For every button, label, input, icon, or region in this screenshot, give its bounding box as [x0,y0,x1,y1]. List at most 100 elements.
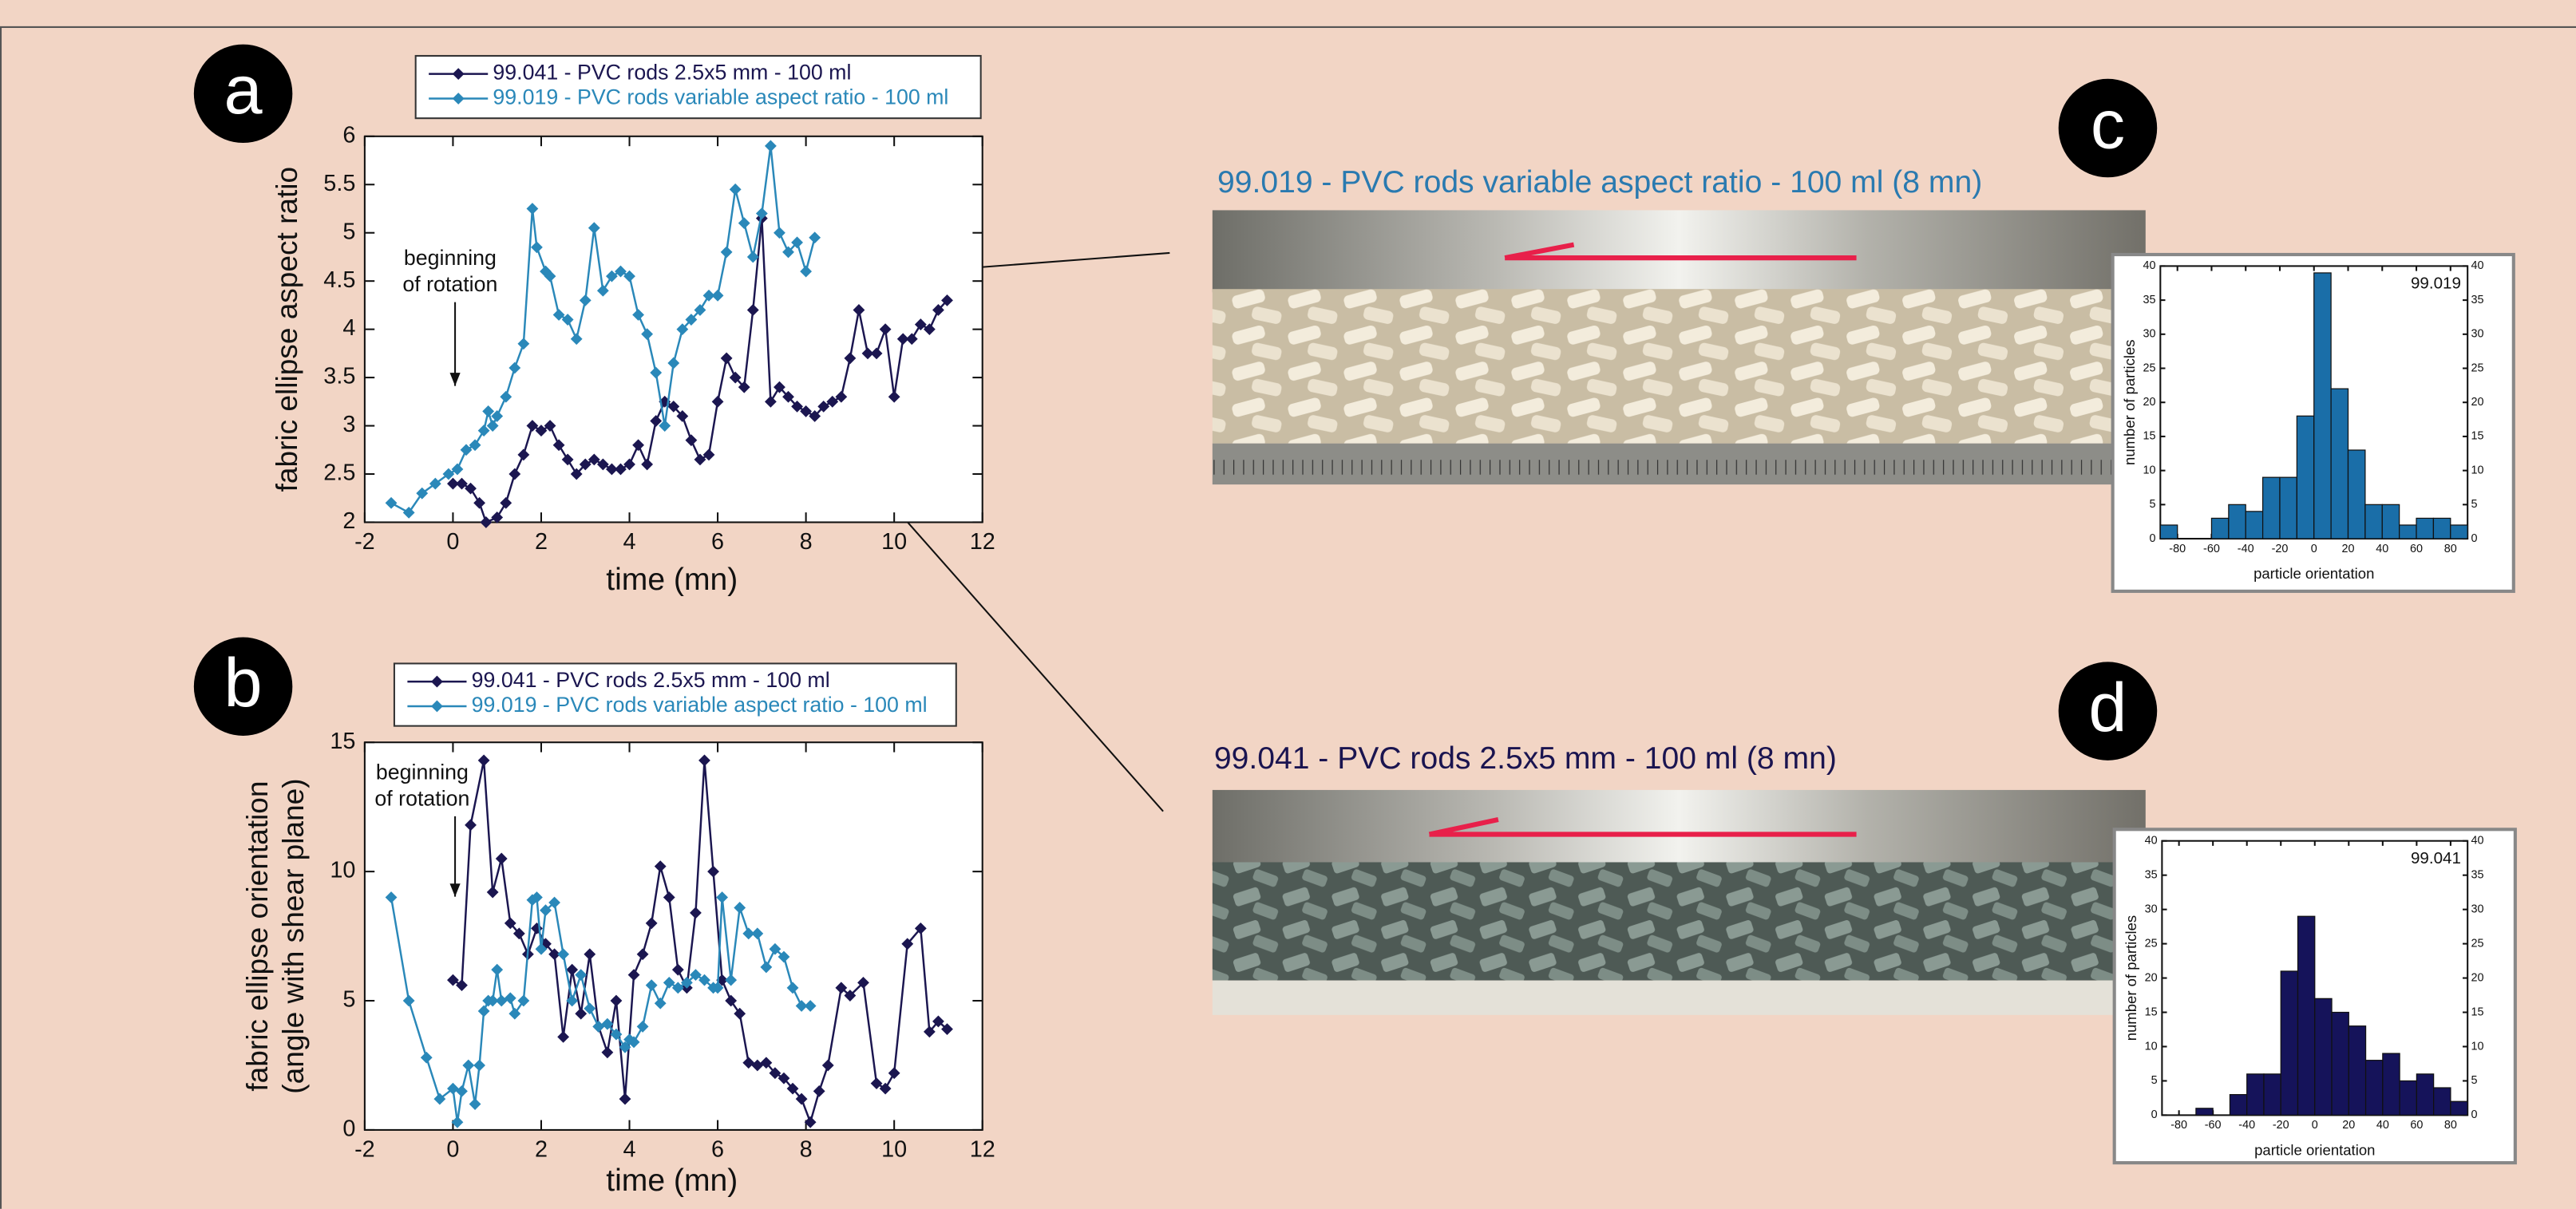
histogram-bar [2331,389,2348,539]
histogram-bar [2451,1101,2467,1115]
y2-tick-label: 30 [2471,903,2483,915]
x-tick-label: 10 [881,529,907,555]
y-tick-label: 30 [2145,903,2158,915]
x-tick-label: 0 [446,1136,459,1162]
y2-tick-label: 35 [2471,868,2483,881]
x-tick-label: 0 [446,529,459,555]
histogram-bar [2230,1095,2246,1116]
legend-label: 99.041 - PVC rods 2.5x5 mm - 100 ml [493,61,851,85]
y-tick-label: 0 [2150,532,2156,545]
page: {"chart_data": [ {"type": "line", "panel… [0,0,2576,1209]
y-tick-label: 4 [342,315,355,341]
legend-label: 99.019 - PVC rods variable aspect ratio … [472,693,928,717]
x-tick-label: 10 [881,1136,907,1162]
histogram-bar [2281,971,2297,1115]
histogram-bar [2365,504,2382,539]
histogram-bar [2382,504,2399,539]
x-tick-label: 6 [711,1136,724,1162]
annotation: beginning [376,760,469,784]
histogram-bar [2196,1108,2213,1116]
y2-tick-label: 5 [2471,498,2477,511]
x-tick-label: 8 [800,1136,813,1162]
x-tick-label: -2 [354,1136,375,1162]
y2-tick-label: 15 [2471,430,2483,443]
histogram-bar [2383,1053,2400,1115]
y2-tick-label: 0 [2471,1108,2477,1121]
histogram-bar [2280,477,2297,539]
y2-tick-label: 30 [2471,328,2483,341]
legend-label: 99.041 - PVC rods 2.5x5 mm - 100 ml [472,668,830,692]
y2-tick-label: 15 [2471,1006,2483,1018]
x-tick-label: -60 [2205,1119,2222,1132]
y-tick-label: 15 [2143,430,2156,443]
x-axis-label: particle orientation [2254,565,2374,582]
x-tick-label: 40 [2376,1119,2389,1132]
x-axis-label: time (mn) [606,1164,738,1198]
y-tick-label: 25 [2143,362,2156,374]
y-tick-label: 35 [2143,294,2156,306]
histogram-bar [2400,1081,2416,1115]
x-tick-label: 60 [2410,1119,2423,1132]
x-tick-label: 80 [2444,1119,2457,1132]
y-tick-label: 5 [342,219,355,244]
x-tick-label: -40 [2238,1119,2255,1132]
x-tick-label: -2 [354,529,375,555]
x-axis-label: particle orientation [2254,1142,2375,1159]
y-tick-label: 6 [342,122,355,148]
histogram-bar [2366,1061,2383,1116]
photo-c [1213,210,2146,484]
histogram-bar [2314,273,2331,539]
y-tick-label: 0 [2151,1108,2158,1121]
y2-tick-label: 5 [2471,1074,2477,1087]
histogram-bar [2246,512,2262,539]
annotation: of rotation [374,786,469,810]
y-tick-label: 2 [342,508,355,534]
x-tick-label: 80 [2444,543,2457,555]
y-tick-label: 15 [2145,1006,2158,1018]
x-tick-label: -60 [2203,543,2220,555]
histogram-bar [2298,916,2315,1115]
y2-tick-label: 25 [2471,937,2483,950]
y-tick-label: 35 [2145,868,2158,881]
histogram-bar [2211,518,2228,539]
histogram-bar [2416,518,2433,539]
y-axis-label: number of particles [2123,915,2139,1041]
y-tick-label: 25 [2145,937,2158,950]
x-tick-label: -80 [2170,1119,2187,1132]
annotation: 99.019 [2411,274,2461,292]
histogram-bar [2400,525,2416,539]
histogram-bar [2263,477,2280,539]
x-axis-label: time (mn) [606,563,738,597]
histogram-bar [2247,1074,2264,1116]
x-tick-label: 8 [800,529,813,555]
x-tick-label: 4 [623,1136,636,1162]
annotation: beginning [404,246,497,270]
x-tick-label: -20 [2272,543,2289,555]
y2-tick-label: 35 [2471,294,2483,306]
panel-letter: a [224,52,263,128]
panel-letter: b [224,645,263,721]
histogram-bar [2416,1074,2433,1116]
y-tick-label: 40 [2145,835,2158,847]
x-tick-label: 20 [2341,543,2354,555]
x-tick-label: 4 [623,529,636,555]
y-axis-label: (angle with shear plane) [276,778,310,1093]
y-tick-label: 10 [2145,1040,2158,1053]
x-tick-label: 60 [2410,543,2423,555]
y-axis-label: number of particles [2121,339,2138,464]
y-tick-label: 40 [2143,259,2156,272]
y2-tick-label: 20 [2471,396,2483,409]
photo-caption: 99.019 - PVC rods variable aspect ratio … [1217,165,1982,200]
y-tick-label: 5 [2151,1074,2158,1087]
x-tick-label: 12 [970,1136,995,1162]
y2-tick-label: 10 [2471,1040,2483,1053]
histogram-bar [2348,450,2365,539]
y2-tick-label: 0 [2471,532,2477,545]
x-tick-label: 2 [535,1136,548,1162]
histogram-bar [2348,1026,2365,1116]
panel-letter: d [2088,670,2127,746]
x-tick-label: 0 [2312,1119,2318,1132]
y-tick-label: 20 [2143,396,2156,409]
x-tick-label: -80 [2169,543,2186,555]
x-tick-label: 12 [970,529,995,555]
